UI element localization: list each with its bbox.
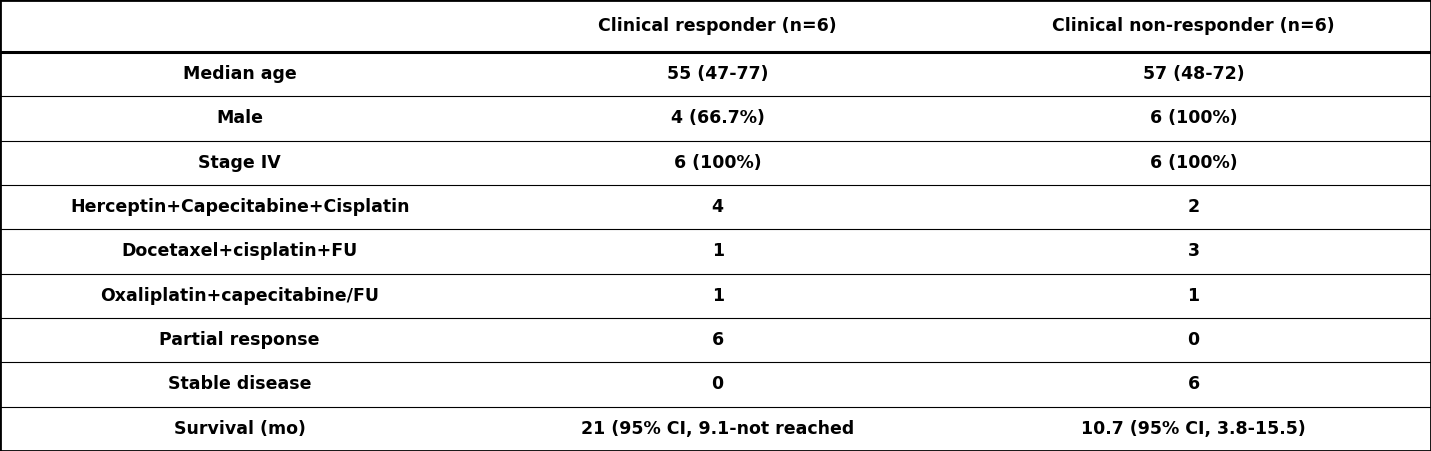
- Text: Herceptin+Capecitabine+Cisplatin: Herceptin+Capecitabine+Cisplatin: [70, 198, 409, 216]
- Text: 57 (48-72): 57 (48-72): [1142, 65, 1245, 83]
- Text: 2: 2: [1188, 198, 1199, 216]
- Text: Male: Male: [216, 110, 263, 127]
- Text: 1: 1: [711, 287, 724, 305]
- Text: 1: 1: [1188, 287, 1199, 305]
- Text: 6 (100%): 6 (100%): [1149, 110, 1238, 127]
- Text: Clinical non-responder (n=6): Clinical non-responder (n=6): [1052, 17, 1335, 35]
- Text: 10.7 (95% CI, 3.8-15.5): 10.7 (95% CI, 3.8-15.5): [1080, 420, 1307, 438]
- Text: Docetaxel+cisplatin+FU: Docetaxel+cisplatin+FU: [122, 243, 358, 260]
- Text: Survival (mo): Survival (mo): [173, 420, 306, 438]
- Text: 4: 4: [711, 198, 724, 216]
- Text: Stage IV: Stage IV: [199, 154, 280, 172]
- Text: Partial response: Partial response: [159, 331, 321, 349]
- Text: 55 (47-77): 55 (47-77): [667, 65, 768, 83]
- Text: Stable disease: Stable disease: [167, 376, 312, 393]
- Text: Oxaliplatin+capecitabine/FU: Oxaliplatin+capecitabine/FU: [100, 287, 379, 305]
- Text: 1: 1: [711, 243, 724, 260]
- Text: 6 (100%): 6 (100%): [1149, 154, 1238, 172]
- Text: 3: 3: [1188, 243, 1199, 260]
- Text: 6: 6: [1188, 376, 1199, 393]
- Text: 0: 0: [711, 376, 724, 393]
- Text: Clinical responder (n=6): Clinical responder (n=6): [598, 17, 837, 35]
- Text: 0: 0: [1188, 331, 1199, 349]
- Text: 6: 6: [711, 331, 724, 349]
- Text: Median age: Median age: [183, 65, 296, 83]
- Text: 21 (95% CI, 9.1-not reached: 21 (95% CI, 9.1-not reached: [581, 420, 854, 438]
- Text: 6 (100%): 6 (100%): [674, 154, 761, 172]
- Text: 4 (66.7%): 4 (66.7%): [671, 110, 764, 127]
